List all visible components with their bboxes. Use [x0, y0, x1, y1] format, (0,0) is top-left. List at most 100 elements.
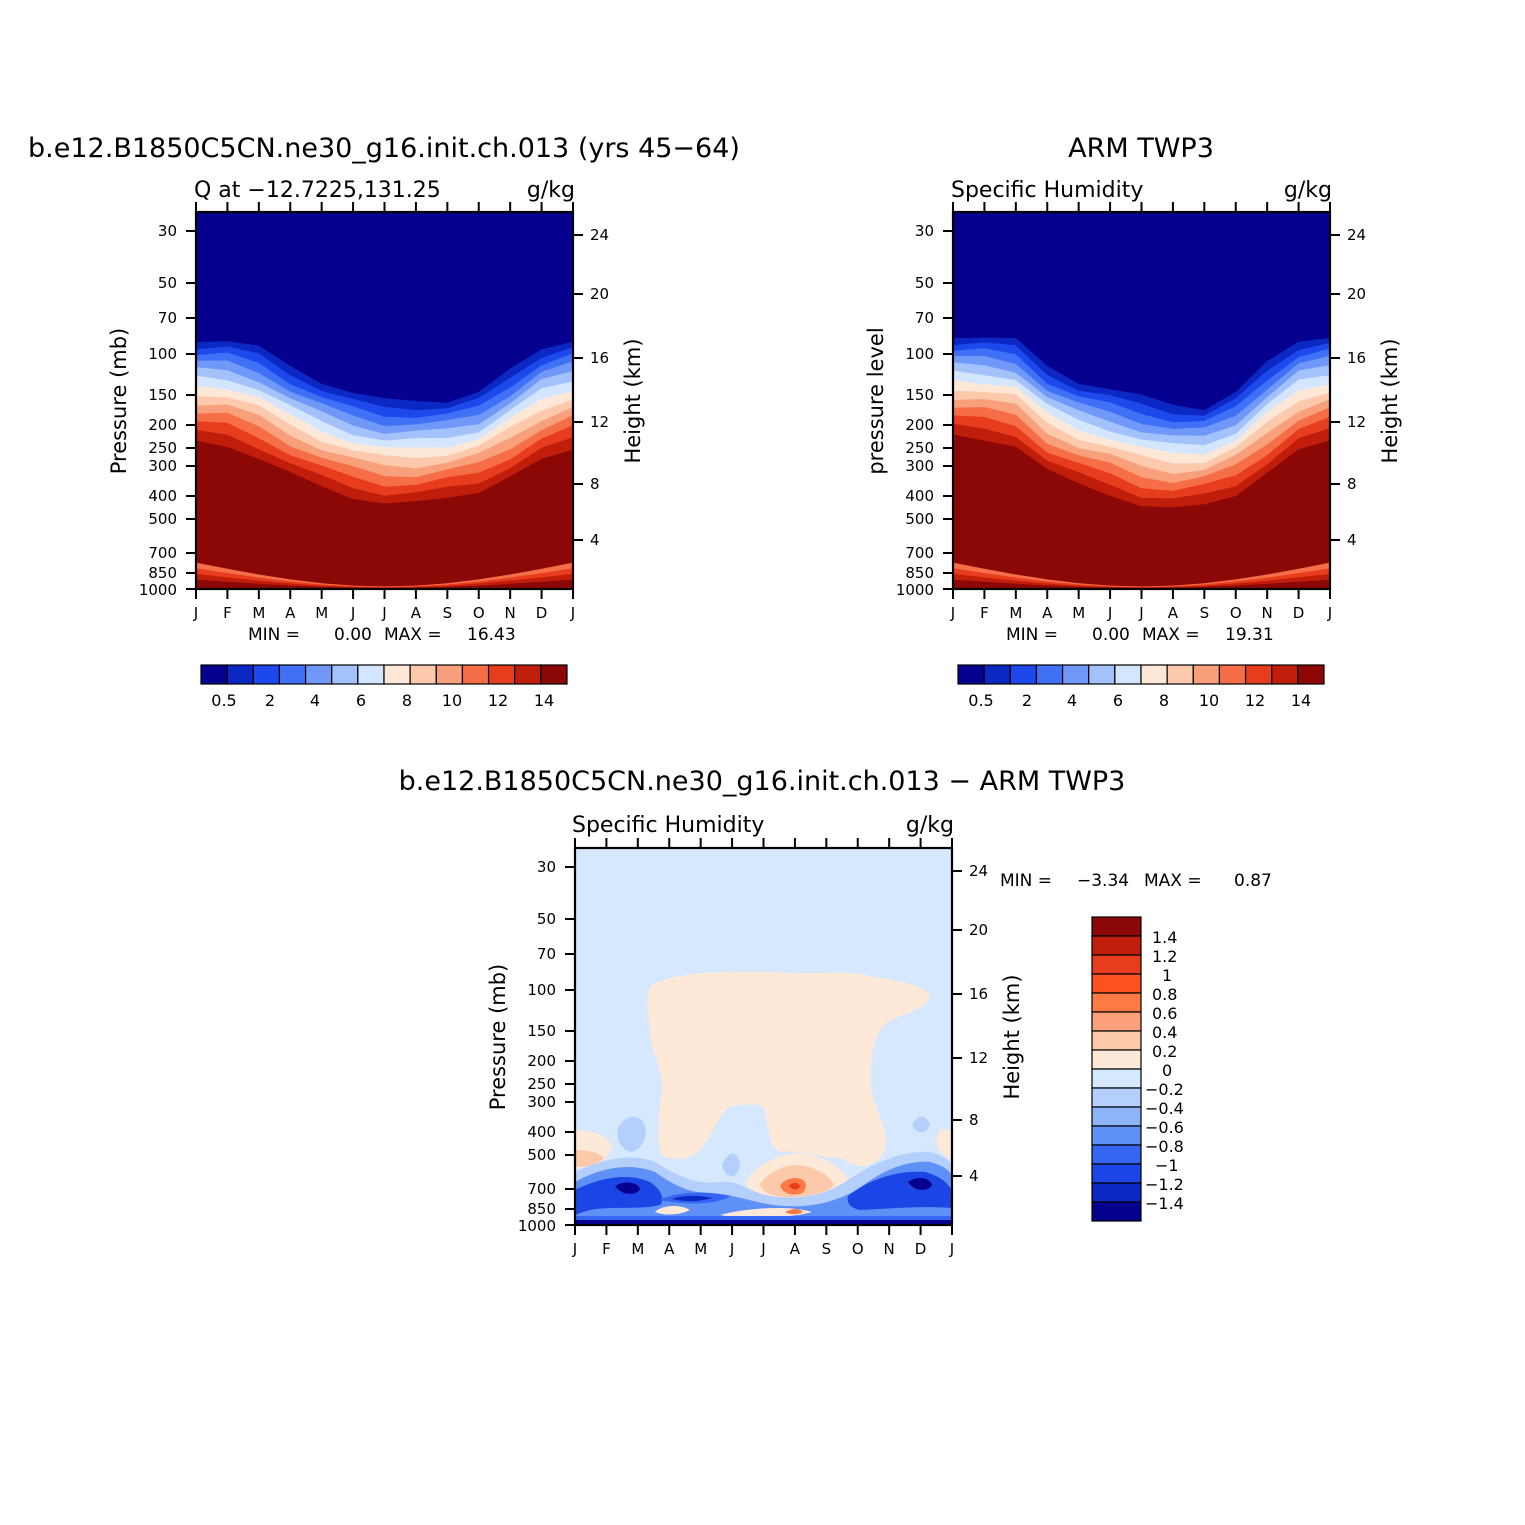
- colorbar-tick-label: 1.2: [1152, 947, 1177, 966]
- panel-difference-colorbar: [1091, 916, 1142, 1222]
- panel-model: b.e12.B1850C5CN.ne30_g16.init.ch.013 (yr…: [28, 133, 740, 710]
- field-surface-band: [196, 573, 573, 589]
- y2-tick-label: 12: [1347, 413, 1366, 431]
- x-tick-label: O: [852, 1240, 864, 1258]
- y2-tick-label: 12: [590, 413, 609, 431]
- colorbar-box: [461, 664, 490, 685]
- x-tick-label: J: [193, 604, 198, 622]
- field-surface-band: [953, 579, 1330, 589]
- x-tick-label: N: [884, 1240, 895, 1258]
- field-surface-band: [953, 573, 1330, 589]
- y-tick-label: 1000: [896, 581, 934, 599]
- y2-tick-label: 16: [969, 985, 988, 1003]
- y-tick-label: 50: [915, 274, 934, 292]
- colorbar-box: [1091, 973, 1142, 994]
- diff-surface-band-core: [575, 1220, 952, 1225]
- y2-tick-label: 8: [1347, 475, 1357, 493]
- colorbar-box: [1114, 664, 1142, 685]
- field-band: [953, 434, 1330, 589]
- x-tick-label: F: [223, 604, 232, 622]
- colorbar-box: [226, 664, 254, 685]
- panel-observed-min-label: MIN =: [1006, 625, 1058, 645]
- y-tick-label: 850: [148, 564, 177, 582]
- x-tick-label: A: [790, 1240, 801, 1258]
- y-tick-label: 70: [158, 309, 177, 327]
- y-tick-label: 70: [915, 309, 934, 327]
- y2-tick-label: 4: [969, 1167, 979, 1185]
- colorbar-box: [540, 664, 568, 685]
- colorbar-box: [1297, 664, 1325, 685]
- x-tick-label: M: [315, 604, 328, 622]
- panel-model-colorbar-labels: 0.5 2 4 6 8 10 12 14: [211, 691, 554, 710]
- panel-difference-colorbar-labels: 1.4 1.2 1 0.8 0.6 0.4 0.2 0 −0.2 −0.4 −0…: [1145, 928, 1184, 1213]
- diff-small-positive-strip-b-core: [785, 1209, 803, 1215]
- x-tick-label: M: [631, 1240, 644, 1258]
- panel-model-y-ticks: 30 50 70 100 150 200 250 300 400 500 700…: [139, 222, 196, 599]
- colorbar-box: [357, 664, 385, 685]
- x-tick-label: J: [1327, 604, 1332, 622]
- colorbar-box: [1140, 664, 1168, 685]
- y-tick-label: 250: [527, 1075, 556, 1093]
- x-tick-label: A: [664, 1240, 675, 1258]
- diff-small-negative-a: [617, 1116, 646, 1152]
- diff-lower-negative-strong: [575, 1171, 952, 1215]
- panel-difference-y-ticks: 30 50 70 100 150 200 250 300 400 500 700…: [518, 858, 575, 1235]
- y2-tick-label: 24: [1347, 226, 1366, 244]
- y2-tick-label: 20: [590, 285, 609, 303]
- y-tick-label: 500: [148, 510, 177, 528]
- colorbar-box: [1091, 1030, 1142, 1051]
- panel-model-plot: [196, 212, 573, 589]
- colorbar-tick-label: 4: [1067, 691, 1077, 710]
- colorbar-box: [1091, 1201, 1142, 1222]
- colorbar-box: [1091, 954, 1142, 975]
- field-surface-band: [196, 579, 573, 589]
- y-tick-label: 500: [527, 1146, 556, 1164]
- panel-observed-max-label: MAX =: [1142, 625, 1200, 645]
- y-tick-label: 1000: [139, 581, 177, 599]
- diff-small-negative-c: [722, 1153, 740, 1177]
- colorbar-box: [1088, 664, 1116, 685]
- colorbar-tick-label: −0.8: [1145, 1137, 1184, 1156]
- colorbar-tick-label: 0.5: [211, 691, 236, 710]
- y-tick-label: 300: [527, 1093, 556, 1111]
- panel-difference-subtitle: Specific Humidity: [572, 813, 764, 838]
- colorbar-tick-label: 1.4: [1152, 928, 1177, 947]
- colorbar-box: [1166, 664, 1194, 685]
- colorbar-tick-label: 14: [534, 691, 554, 710]
- y-tick-label: 400: [527, 1123, 556, 1141]
- colorbar-tick-label: 10: [1199, 691, 1219, 710]
- y2-tick-label: 12: [969, 1049, 988, 1067]
- colorbar-box: [1091, 992, 1142, 1013]
- colorbar-tick-label: −0.4: [1145, 1099, 1184, 1118]
- panel-difference: b.e12.B1850C5CN.ne30_g16.init.ch.013 − A…: [399, 766, 1272, 1258]
- colorbar-box: [983, 664, 1011, 685]
- panel-difference-min-label: MIN =: [1000, 871, 1052, 891]
- colorbar-tick-label: 8: [1159, 691, 1169, 710]
- y-tick-label: 300: [148, 457, 177, 475]
- y-tick-label: 1000: [518, 1217, 556, 1235]
- y-tick-label: 150: [148, 386, 177, 404]
- y-tick-label: 700: [148, 544, 177, 562]
- x-tick-label: J: [350, 604, 355, 622]
- panel-model-max-label: MAX =: [384, 625, 442, 645]
- colorbar-box: [331, 664, 359, 685]
- colorbar-box: [304, 664, 333, 685]
- panel-model-field: [196, 212, 573, 589]
- x-tick-label: O: [473, 604, 485, 622]
- colorbar-box: [409, 664, 437, 685]
- colorbar-box: [514, 664, 542, 685]
- x-tick-label: S: [1200, 604, 1210, 622]
- colorbar-tick-label: 1: [1162, 966, 1172, 985]
- y-tick-label: 400: [148, 487, 177, 505]
- x-tick-label: F: [980, 604, 989, 622]
- colorbar-tick-label: −1: [1155, 1156, 1179, 1175]
- x-tick-label: D: [536, 604, 548, 622]
- x-tick-label: J: [729, 1240, 734, 1258]
- colorbar-box: [1091, 1011, 1142, 1032]
- panel-difference-plot: [575, 848, 952, 1225]
- y-tick-label: 700: [527, 1180, 556, 1198]
- panel-observed-plot: [953, 212, 1330, 589]
- panel-model-max-value: 16.43: [467, 625, 516, 645]
- colorbar-tick-label: 2: [1022, 691, 1032, 710]
